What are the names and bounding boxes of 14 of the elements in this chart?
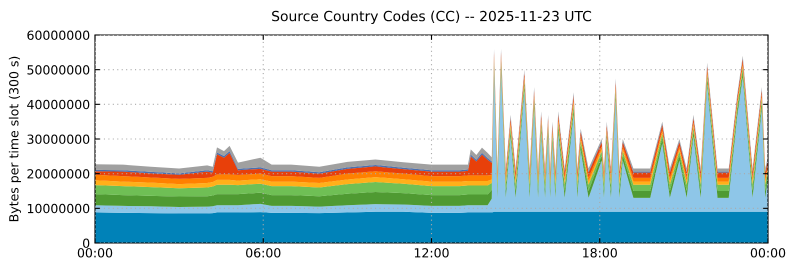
x-tick-label: 06:00 (246, 248, 280, 258)
x-tick-label: 12:00 (414, 248, 449, 258)
x-tick-label: 00:00 (78, 248, 112, 258)
y-axis-title: Bytes per time slot (300 s) (8, 56, 21, 222)
y-tick-label: 0 (83, 238, 90, 248)
x-tick-label: 18:00 (583, 248, 617, 258)
chart-title: Source Country Codes (CC) -- 2025-11-23 UTC (272, 10, 592, 24)
y-tick-label: 30000000 (27, 134, 90, 144)
y-tick-label: 50000000 (27, 65, 90, 75)
y-tick-label: 60000000 (27, 30, 90, 40)
x-tick-label: 00:00 (750, 248, 786, 258)
y-tick-label: 10000000 (28, 204, 90, 214)
y-tick-label: 20000000 (27, 169, 90, 179)
y-tick-label: 40000000 (27, 100, 90, 110)
